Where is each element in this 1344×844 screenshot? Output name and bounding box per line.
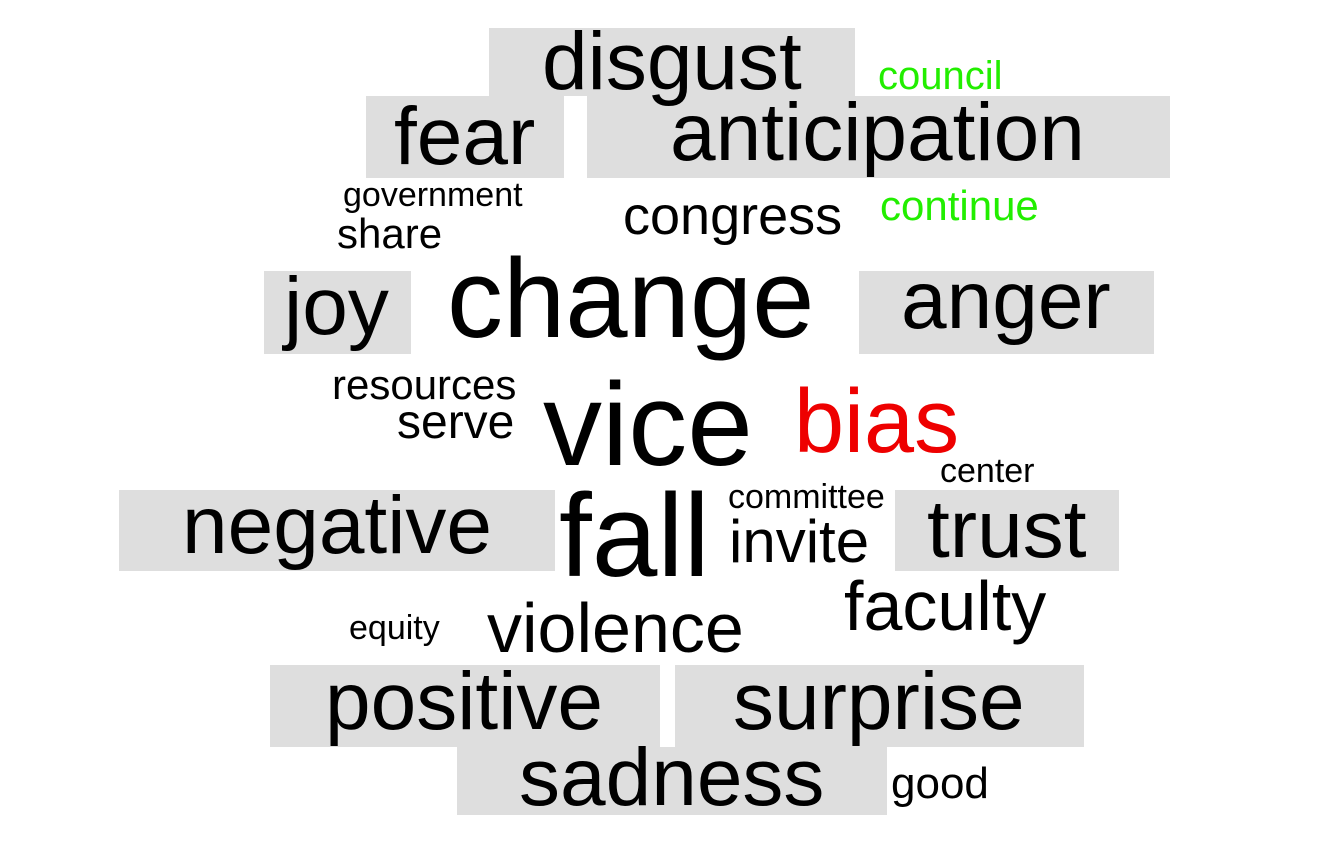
word-good: good (891, 759, 989, 808)
word-government: government (343, 176, 523, 214)
word-change: change (447, 236, 815, 361)
word-continue: continue (880, 182, 1039, 229)
word-violence: violence (487, 589, 744, 667)
word-trust: trust (927, 484, 1087, 575)
word-positive: positive (325, 656, 604, 747)
word-serve: serve (397, 396, 515, 449)
word-council: council (878, 54, 1003, 98)
word-resources: resources (332, 361, 517, 408)
word-surprise: surprise (733, 656, 1025, 747)
word-faculty: faculty (844, 567, 1047, 645)
word-joy: joy (284, 261, 389, 352)
highlight-box-surprise (675, 665, 1084, 747)
word-committee: committee (728, 478, 885, 516)
word-invite: invite (729, 508, 870, 575)
highlight-box-joy (264, 271, 411, 354)
word-vice: vice (543, 359, 753, 491)
highlight-box-negative (119, 490, 555, 571)
word-share: share (337, 210, 443, 257)
word-center: center (940, 452, 1035, 490)
highlight-box-fear (366, 96, 564, 178)
word-equity: equity (349, 609, 440, 647)
word-fall: fall (559, 470, 710, 602)
highlight-box-anticipation (587, 96, 1170, 178)
word-congress: congress (623, 186, 843, 246)
word-negative: negative (182, 480, 493, 571)
word-anticipation: anticipation (670, 87, 1085, 178)
word-sadness: sadness (519, 732, 825, 823)
word-anger: anger (901, 255, 1111, 346)
word-disgust: disgust (542, 16, 802, 107)
word-bias: bias (794, 372, 960, 472)
highlight-box-positive (270, 665, 660, 747)
highlight-box-disgust (489, 28, 855, 96)
highlight-box-trust (895, 490, 1119, 571)
word-fear: fear (394, 91, 536, 182)
highlight-box-anger (859, 271, 1154, 354)
highlight-box-sadness (457, 747, 887, 815)
